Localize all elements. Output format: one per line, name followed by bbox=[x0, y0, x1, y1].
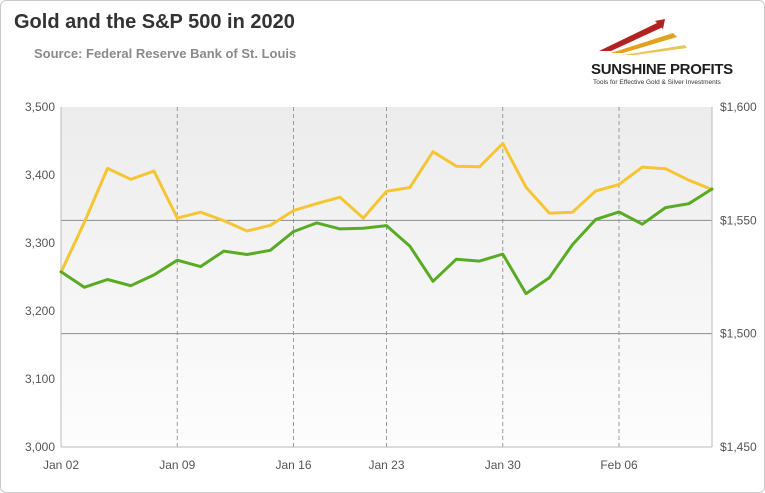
right-tick-label: $1,550 bbox=[720, 213, 757, 227]
left-tick-label: 3,200 bbox=[25, 304, 55, 318]
right-tick-label: $1,450 bbox=[720, 440, 757, 454]
left-tick-label: 3,000 bbox=[25, 440, 55, 454]
right-tick-label: $1,600 bbox=[720, 100, 757, 114]
logo-rays-icon bbox=[599, 19, 687, 55]
series-line-1 bbox=[59, 187, 714, 296]
logo-tagline: Tools for Effective Gold & Silver Invest… bbox=[593, 79, 721, 86]
chart-source: Source: Federal Reserve Bank of St. Loui… bbox=[34, 46, 297, 61]
x-tick-label: Jan 30 bbox=[485, 458, 521, 472]
x-tick-label: Jan 16 bbox=[275, 458, 311, 472]
chart-title: Gold and the S&P 500 in 2020 bbox=[14, 11, 295, 33]
left-tick-label: 3,300 bbox=[25, 236, 55, 250]
logo-name: SUNSHINE PROFITS bbox=[591, 61, 733, 78]
x-tick-label: Jan 09 bbox=[159, 458, 195, 472]
grid-layer bbox=[60, 107, 713, 448]
left-tick-label: 3,100 bbox=[25, 372, 55, 386]
sunshine-profits-logo: SUNSHINE PROFITS Tools for Effective Gol… bbox=[589, 17, 739, 87]
right-tick-label: $1,500 bbox=[720, 327, 757, 341]
x-axis-ticks: Jan 02 Jan 09 Jan 16 Jan 23 Jan 30 Feb 06 bbox=[43, 458, 638, 472]
right-axis-ticks: $1,450 $1,500 $1,550 $1,600 bbox=[720, 100, 757, 454]
x-tick-label: Jan 23 bbox=[368, 458, 404, 472]
x-tick-label: Jan 02 bbox=[43, 458, 79, 472]
left-tick-label: 3,500 bbox=[25, 100, 55, 114]
left-axis-ticks: 3,000 3,100 3,200 3,300 3,400 3,500 bbox=[25, 100, 55, 454]
left-tick-label: 3,400 bbox=[25, 168, 55, 182]
series-layer bbox=[59, 142, 714, 296]
x-tick-label: Feb 06 bbox=[600, 458, 638, 472]
series-line-0 bbox=[59, 142, 714, 274]
